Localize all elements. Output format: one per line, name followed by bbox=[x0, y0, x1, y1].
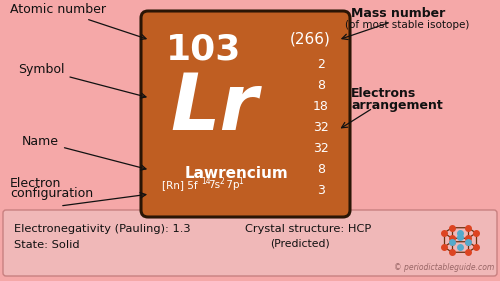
Text: 1: 1 bbox=[238, 177, 243, 186]
Text: configuration: configuration bbox=[10, 187, 93, 200]
Text: 103: 103 bbox=[166, 32, 242, 66]
Text: 3: 3 bbox=[317, 184, 325, 197]
Text: State: Solid: State: Solid bbox=[14, 240, 80, 250]
Text: 2: 2 bbox=[317, 58, 325, 71]
Text: 2: 2 bbox=[219, 177, 224, 186]
Text: (of most stable isotope): (of most stable isotope) bbox=[345, 20, 470, 30]
Text: Atomic number: Atomic number bbox=[10, 3, 146, 40]
Text: Lr: Lr bbox=[170, 70, 258, 146]
Text: 14: 14 bbox=[201, 177, 210, 186]
Text: 8: 8 bbox=[317, 163, 325, 176]
Text: arrangement: arrangement bbox=[351, 99, 443, 112]
Text: © periodictableguide.com: © periodictableguide.com bbox=[394, 263, 494, 272]
Text: 7p: 7p bbox=[223, 180, 240, 190]
Text: (266): (266) bbox=[290, 32, 331, 47]
Text: Mass number: Mass number bbox=[351, 7, 446, 20]
Text: Electrons: Electrons bbox=[351, 87, 416, 100]
Text: Name: Name bbox=[22, 135, 146, 170]
Text: 7s: 7s bbox=[208, 180, 220, 190]
Text: 18: 18 bbox=[313, 100, 329, 113]
Text: Electronegativity (Pauling): 1.3: Electronegativity (Pauling): 1.3 bbox=[14, 224, 190, 234]
Text: 32: 32 bbox=[313, 121, 329, 134]
Text: 32: 32 bbox=[313, 142, 329, 155]
FancyBboxPatch shape bbox=[141, 11, 350, 217]
Text: Symbol: Symbol bbox=[18, 63, 146, 98]
Text: Electron: Electron bbox=[10, 177, 62, 190]
Text: Crystal structure: HCP: Crystal structure: HCP bbox=[245, 224, 371, 234]
Text: [Rn] 5f: [Rn] 5f bbox=[162, 180, 198, 190]
FancyBboxPatch shape bbox=[3, 210, 497, 276]
Text: (Predicted): (Predicted) bbox=[270, 239, 330, 249]
Text: 8: 8 bbox=[317, 79, 325, 92]
Text: Lawrencium: Lawrencium bbox=[185, 166, 289, 181]
